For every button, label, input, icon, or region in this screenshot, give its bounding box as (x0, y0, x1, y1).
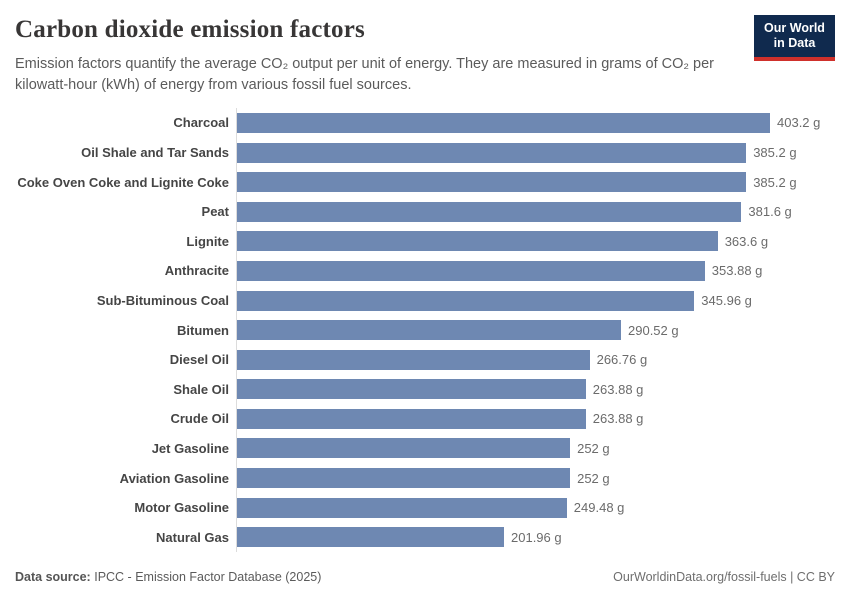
bar[interactable] (237, 142, 747, 163)
bar-value-label: 385.2 g (753, 174, 797, 190)
bar-label: Crude Oil (170, 411, 229, 427)
bar-track: 363.6 g (237, 231, 835, 252)
bar-label: Motor Gasoline (134, 500, 229, 516)
credit-link[interactable]: OurWorldinData.org/fossil-fuels | CC BY (613, 570, 835, 584)
bar-row[interactable]: Shale Oil 263.88 g (15, 375, 835, 405)
bar-value-label: 252 g (577, 470, 610, 486)
bar[interactable] (237, 290, 695, 311)
bar-label: Lignite (186, 233, 229, 249)
bar-label: Bitumen (177, 322, 229, 338)
bar-track: 263.88 g (237, 408, 835, 429)
chart-subtitle: Emission factors quantify the average CO… (15, 56, 715, 93)
bar-track: 403.2 g (237, 112, 835, 133)
bar-row[interactable]: Charcoal 403.2 g (15, 108, 835, 138)
bar-value-label: 201.96 g (511, 529, 562, 545)
bar-track: 385.2 g (237, 142, 835, 163)
bar-value-label: 263.88 g (592, 411, 644, 427)
bar-track: 385.2 g (237, 172, 835, 193)
bar-label: Shale Oil (173, 381, 229, 397)
chart-title: Carbon dioxide emission factors (15, 16, 365, 43)
bar-chart: Charcoal 403.2 g Oil Shale and Tar Sands… (15, 108, 835, 553)
bar-track: 381.6 g (237, 201, 835, 222)
bar-value-label: 249.48 g (573, 500, 625, 516)
bar-track: 201.96 g (237, 527, 835, 548)
bar-label: Natural Gas (156, 529, 229, 545)
bar[interactable] (237, 112, 770, 133)
bar-value-label: 345.96 g (701, 293, 752, 309)
bar[interactable] (237, 408, 586, 429)
bar-row[interactable]: Lignite 363.6 g (15, 227, 835, 257)
bar-track: 263.88 g (237, 379, 835, 400)
bar-row[interactable]: Anthracite 353.88 g (15, 256, 835, 286)
bar-track: 249.48 g (237, 497, 835, 518)
y-axis-line (236, 108, 237, 553)
bar[interactable] (237, 468, 571, 489)
bar-track: 252 g (237, 468, 835, 489)
bar-value-label: 252 g (577, 440, 610, 456)
bar[interactable] (237, 231, 718, 252)
bar-label: Anthracite (164, 263, 229, 279)
bar-row[interactable]: Motor Gasoline 249.48 g (15, 493, 835, 523)
bar-row[interactable]: Coke Oven Coke and Lignite Coke 385.2 g (15, 167, 835, 197)
bar-track: 266.76 g (237, 349, 835, 370)
bar-row[interactable]: Jet Gasoline 252 g (15, 434, 835, 464)
bar-label: Oil Shale and Tar Sands (81, 145, 229, 161)
bar-value-label: 290.52 g (628, 322, 679, 338)
bar[interactable] (237, 379, 586, 400)
data-source-text: IPCC - Emission Factor Database (2025) (94, 570, 322, 584)
bar-track: 252 g (237, 438, 835, 459)
bar[interactable] (237, 320, 621, 341)
bar-track: 290.52 g (237, 320, 835, 341)
bar-label: Aviation Gasoline (119, 470, 229, 486)
bar-label: Diesel Oil (169, 352, 229, 368)
bar-label: Sub-Bituminous Coal (96, 293, 229, 309)
bar-value-label: 263.88 g (592, 381, 644, 397)
bar-value-label: 266.76 g (596, 352, 648, 368)
bar-row[interactable]: Peat 381.6 g (15, 197, 835, 227)
owid-logo[interactable]: Our World in Data (754, 15, 835, 61)
bar-row[interactable]: Natural Gas 201.96 g (15, 522, 835, 552)
owid-logo-line1: Our World (764, 21, 825, 35)
chart-footer: Data source: IPCC - Emission Factor Data… (15, 570, 835, 586)
bar-label: Charcoal (173, 115, 229, 131)
bar-row[interactable]: Sub-Bituminous Coal 345.96 g (15, 286, 835, 316)
bar[interactable] (237, 497, 567, 518)
bar-track: 345.96 g (237, 290, 835, 311)
bar[interactable] (237, 201, 742, 222)
bar-label: Jet Gasoline (151, 440, 229, 456)
owid-logo-line2: in Data (773, 36, 816, 51)
bar[interactable] (237, 438, 571, 459)
chart-header: Carbon dioxide emission factors Emission… (15, 12, 835, 95)
bar[interactable] (237, 172, 747, 193)
bar-row[interactable]: Bitumen 290.52 g (15, 315, 835, 345)
bar-row[interactable]: Diesel Oil 266.76 g (15, 345, 835, 375)
bar-label: Coke Oven Coke and Lignite Coke (17, 174, 229, 190)
bar-track: 353.88 g (237, 260, 835, 281)
bar-value-label: 363.6 g (724, 233, 769, 249)
bar[interactable] (237, 260, 705, 281)
bar-label: Peat (201, 204, 229, 220)
data-source: Data source: IPCC - Emission Factor Data… (15, 570, 321, 584)
bar-row[interactable]: Oil Shale and Tar Sands 385.2 g (15, 138, 835, 168)
bar[interactable] (237, 527, 504, 548)
bar-row[interactable]: Crude Oil 263.88 g (15, 404, 835, 434)
bar-value-label: 353.88 g (711, 263, 763, 279)
data-source-label: Data source: (15, 570, 91, 584)
bar[interactable] (237, 349, 590, 370)
bar-value-label: 381.6 g (748, 204, 792, 220)
bar-row[interactable]: Aviation Gasoline 252 g (15, 463, 835, 493)
title-block: Carbon dioxide emission factors Emission… (15, 12, 735, 95)
bar-rows: Charcoal 403.2 g Oil Shale and Tar Sands… (15, 108, 835, 552)
bar-value-label: 403.2 g (777, 115, 821, 131)
bar-value-label: 385.2 g (753, 145, 797, 161)
